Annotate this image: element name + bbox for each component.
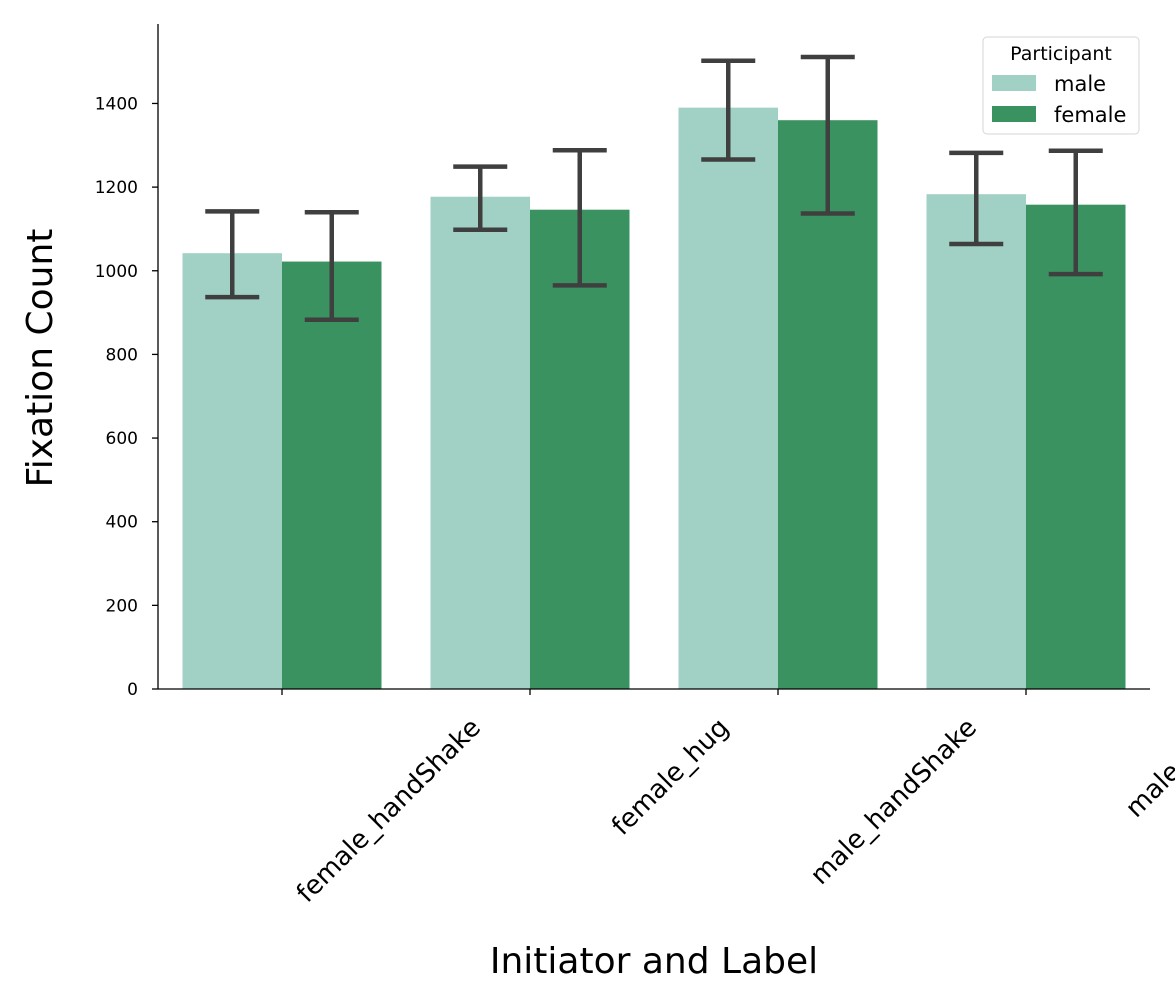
y-tick-label-800: 800 bbox=[106, 345, 138, 365]
y-tick-label-600: 600 bbox=[106, 429, 138, 449]
x-tick-label-female_handShake: female_handShake bbox=[291, 713, 487, 909]
error-bars-layer bbox=[205, 54, 1103, 322]
x-ticks: female_handShake female_hug male_handShake… bbox=[281, 689, 1175, 909]
bar-male-female_hug bbox=[430, 196, 530, 689]
error-bar-female-male_handShake bbox=[800, 54, 855, 216]
error-bar-male-female_hug bbox=[453, 164, 508, 233]
error-bar-male-male_handShake bbox=[701, 58, 756, 162]
y-ticks: 0 200 400 600 800 1000 1200 1400 bbox=[95, 94, 158, 700]
x-tick-label-male_handShake: male_handShake bbox=[805, 713, 983, 891]
bar-female-female_handShake bbox=[282, 261, 382, 689]
y-tick-label-0: 0 bbox=[127, 680, 138, 700]
bar-male-male_handShake bbox=[678, 107, 778, 689]
bar-male-male_hug bbox=[926, 194, 1026, 689]
x-tick-label-female_hug: female_hug bbox=[606, 713, 735, 842]
error-bar-female-female_handShake bbox=[304, 209, 359, 322]
bar-female-female_hug bbox=[530, 209, 630, 689]
y-axis-title: Fixation Count bbox=[20, 229, 61, 488]
x-tick-label-male_hug: male_hug bbox=[1120, 713, 1175, 824]
legend-swatch-female bbox=[992, 106, 1036, 122]
axes-layer bbox=[157, 24, 1150, 690]
error-bar-female-male_hug bbox=[1048, 148, 1103, 277]
legend: Participant male female bbox=[982, 36, 1140, 135]
legend-swatch-male bbox=[992, 75, 1036, 91]
y-tick-label-1200: 1200 bbox=[95, 178, 138, 198]
legend-label-female: female bbox=[1054, 103, 1126, 127]
x-axis-title: Initiator and Label bbox=[490, 941, 818, 982]
y-tick-label-200: 200 bbox=[106, 596, 138, 616]
error-bar-female-female_hug bbox=[552, 148, 607, 288]
y-tick-label-1400: 1400 bbox=[95, 94, 138, 114]
legend-label-male: male bbox=[1054, 72, 1106, 96]
y-tick-label-1000: 1000 bbox=[95, 262, 138, 282]
bar-male-female_handShake bbox=[182, 253, 282, 690]
legend-title: Participant bbox=[1010, 43, 1112, 65]
y-tick-label-400: 400 bbox=[106, 513, 138, 533]
bars-layer bbox=[182, 107, 1126, 690]
bar-female-male_hug bbox=[1026, 204, 1126, 689]
error-bar-male-male_hug bbox=[949, 150, 1004, 247]
error-bar-male-female_handShake bbox=[205, 209, 260, 300]
